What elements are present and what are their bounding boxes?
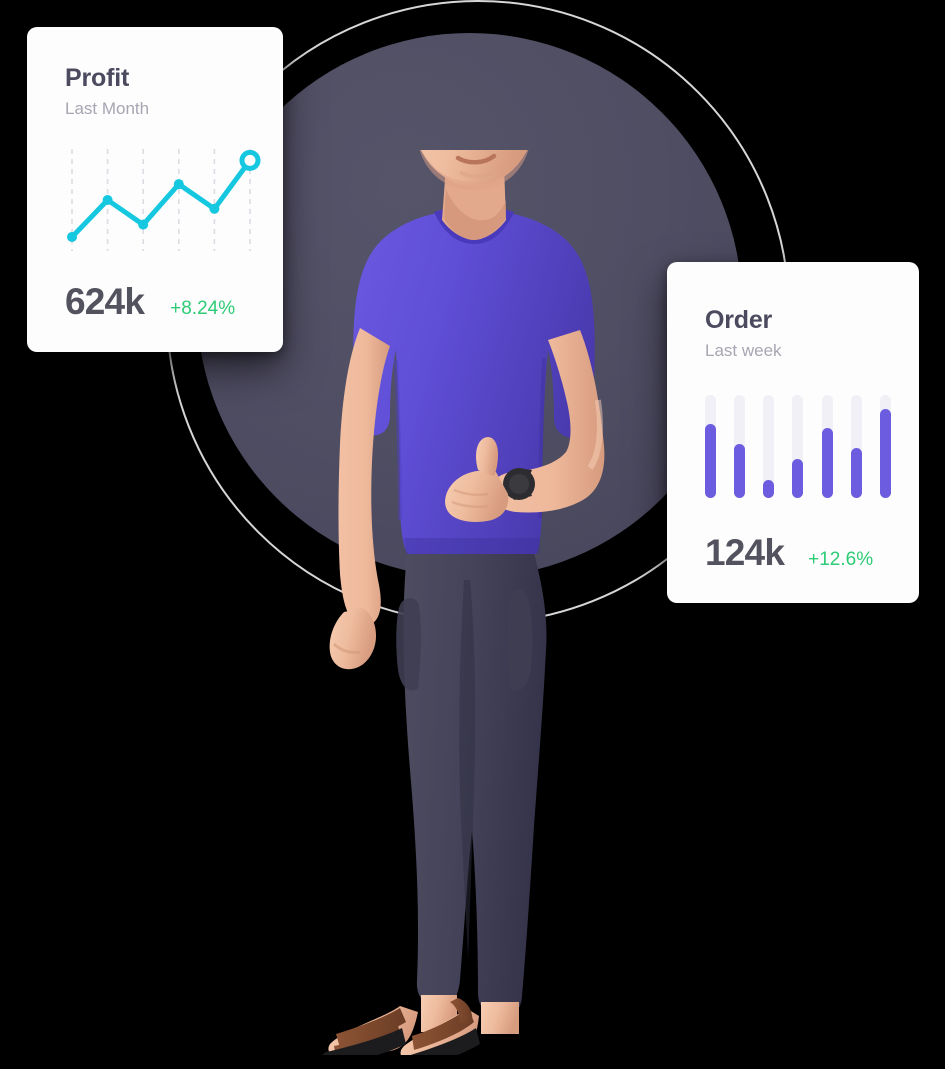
bar-fill	[850, 448, 862, 498]
sandal-sole-right	[410, 1028, 480, 1055]
3d-character-illustration	[300, 150, 640, 1055]
bar-fill	[879, 409, 891, 498]
profit-card-subtitle: Last Month	[65, 98, 150, 118]
hand-left	[329, 608, 376, 670]
profit-value: 624k	[65, 280, 145, 322]
bar-fill	[821, 427, 833, 498]
order-card-body: Order Last week 124k +12.6%	[667, 262, 919, 574]
profit-card-body: Profit Last Month 624k +8.24%	[27, 27, 283, 323]
line-chart-point-marker	[173, 179, 184, 190]
sandal-strap-right-ankle	[450, 998, 473, 1024]
line-chart-point-marker	[209, 203, 220, 214]
bar-track	[763, 394, 775, 498]
order-value: 124k	[705, 531, 785, 573]
profit-line-chart	[65, 148, 261, 251]
line-chart-series	[69, 157, 253, 240]
finger-line-2	[451, 500, 489, 509]
bar-track	[850, 394, 862, 498]
shirt-hem-shadow	[404, 538, 540, 554]
sandal-sole-left	[322, 1028, 406, 1055]
line-chart-markers	[67, 149, 261, 242]
cargo-pocket-left	[396, 598, 421, 691]
arm-right-highlight	[587, 399, 603, 470]
hand-right-fist	[445, 470, 509, 522]
hand-left-fingers	[332, 642, 361, 654]
order-bar-chart	[705, 394, 891, 498]
bar-fill	[705, 423, 716, 498]
line-chart-endpoint-marker	[239, 149, 261, 171]
arm-right	[490, 330, 605, 513]
mouth	[455, 153, 497, 165]
sandal-strap-left-upper	[336, 1008, 406, 1048]
chin-shadow	[458, 170, 494, 179]
order-delta: +12.6%	[808, 548, 874, 570]
ankle-right	[481, 1002, 519, 1034]
neck-shadow	[444, 190, 506, 240]
bar-track	[879, 394, 891, 498]
order-stat-card[interactable]: Order Last week 124k +12.6%	[667, 262, 919, 603]
line-chart-point-marker	[102, 194, 113, 205]
bar-track	[705, 394, 716, 498]
order-card-title: Order	[705, 306, 773, 334]
bar-track	[821, 394, 833, 498]
bar-fill	[792, 458, 804, 498]
thumb-up	[476, 436, 498, 476]
line-chart-point-marker	[138, 219, 149, 230]
finger-line-1	[453, 488, 489, 497]
bar-fill	[734, 444, 746, 498]
bar-fill	[763, 480, 775, 498]
bar-track	[734, 394, 746, 498]
line-chart-point-marker	[67, 231, 77, 242]
watch-dial	[509, 474, 529, 494]
profit-stat-card[interactable]: Profit Last Month 624k +8.24%	[27, 27, 283, 352]
cargo-pocket-right	[507, 589, 533, 691]
profit-delta: +8.24%	[170, 297, 236, 319]
sandal-strap-right-upper	[412, 1008, 474, 1050]
shirt	[353, 210, 595, 554]
order-value-row: 124k +12.6%	[705, 532, 883, 574]
jaw	[419, 150, 529, 190]
pants-inner-shadow	[459, 580, 476, 960]
shirt-fold-left	[394, 359, 402, 521]
bar-track	[792, 394, 804, 498]
profit-value-row: 624k +8.24%	[65, 281, 247, 323]
order-card-subtitle: Last week	[705, 340, 782, 360]
profit-card-title: Profit	[65, 64, 130, 92]
arm-left	[338, 328, 390, 626]
